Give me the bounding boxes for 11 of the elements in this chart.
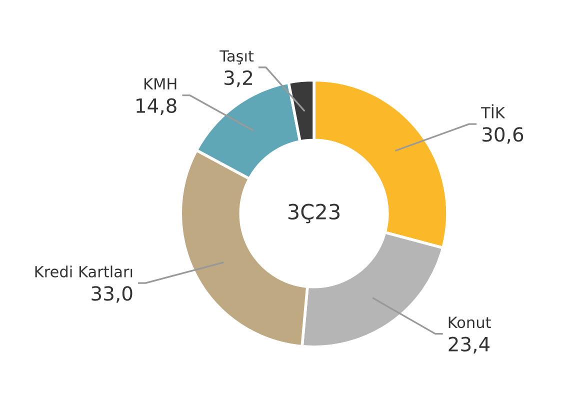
slice-label: TİK: [481, 104, 506, 118]
data-label: 3,2: [224, 70, 252, 88]
data-label: 14,8: [136, 98, 176, 115]
slice-label: Konut: [448, 316, 491, 328]
data-label: 23,4: [448, 336, 490, 354]
data-label: 30,6: [482, 127, 524, 144]
data-label: 33,0: [92, 286, 132, 303]
slice-label: KMH: [144, 78, 176, 90]
slice-label: Taşıt: [220, 50, 254, 64]
slice-label: Kredi Kartları: [35, 266, 132, 278]
text: 3Ç23: [288, 204, 340, 224]
